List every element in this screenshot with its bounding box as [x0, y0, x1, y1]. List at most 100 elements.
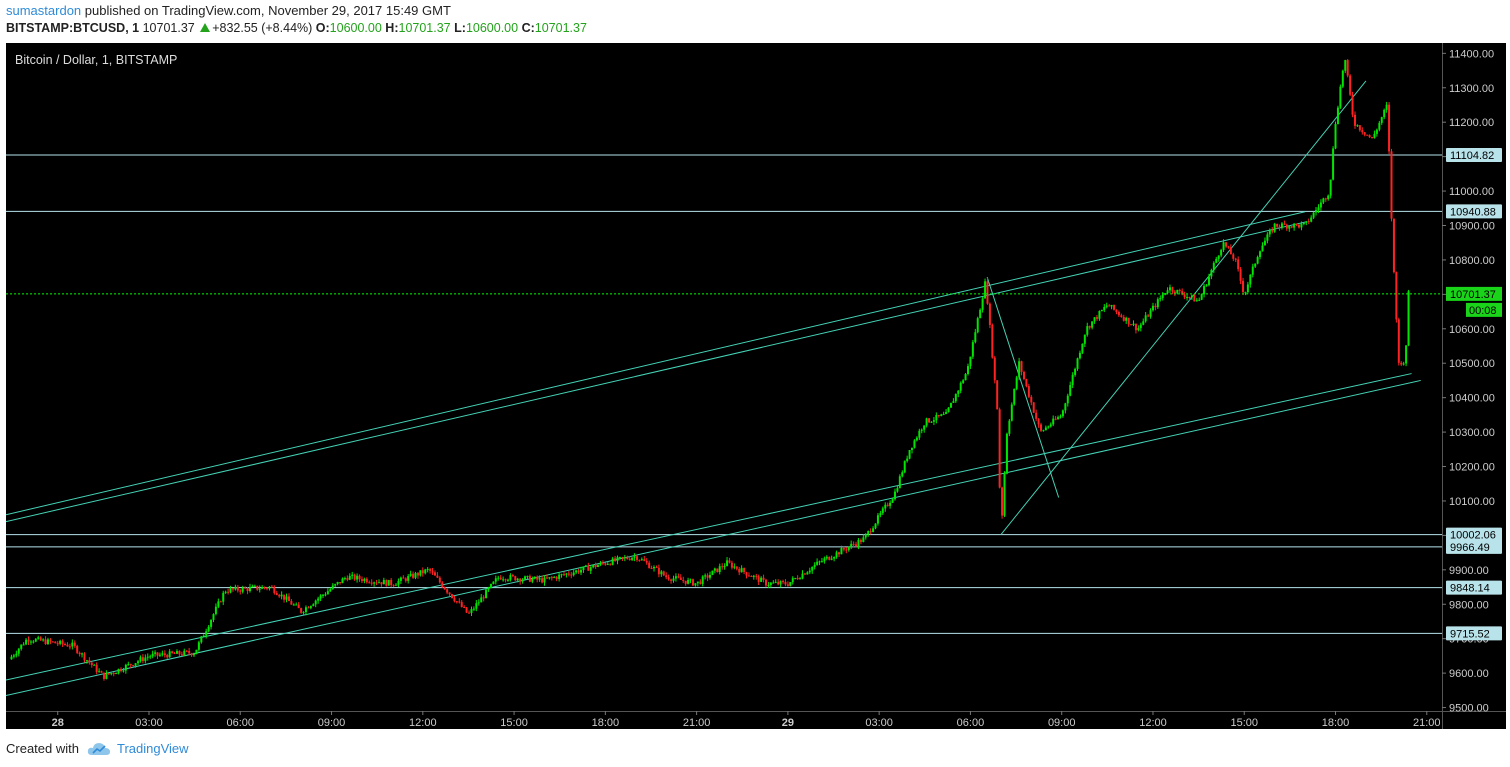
candle-body [928, 418, 931, 423]
candle-body [521, 579, 524, 582]
candle-body [1008, 420, 1011, 434]
candle-body [120, 668, 123, 672]
candle-body [1032, 402, 1035, 413]
candle-body [107, 673, 110, 675]
candle-body [962, 380, 965, 383]
tradingview-link[interactable]: TradingView [116, 741, 189, 756]
chart-panel[interactable]: Bitcoin / Dollar, 1, BITSTAMP 9500.00 9600… [6, 43, 1506, 729]
x-tick-label: 09:00 [1048, 717, 1076, 729]
candle-body [270, 586, 273, 588]
candle-body [1127, 317, 1130, 325]
last-price-label: 10701.37 [1450, 289, 1496, 301]
candle-body [37, 637, 40, 639]
candle-body [1120, 315, 1123, 317]
author-link[interactable]: sumastardon [6, 3, 82, 18]
candle-body [1049, 424, 1052, 427]
candle-body [166, 655, 169, 658]
candle-body [377, 582, 380, 584]
candle-body [453, 597, 456, 602]
candle-body [224, 591, 227, 593]
candle-body [494, 578, 497, 582]
candle-body [1130, 324, 1133, 326]
candle-body [1368, 135, 1371, 138]
candle-body [1010, 404, 1013, 421]
candle-body [801, 573, 804, 579]
candle-body [382, 580, 385, 585]
x-tick-label: 15:00 [500, 717, 528, 729]
candle-body [562, 574, 565, 576]
candle-body [1132, 323, 1135, 326]
candle-body [560, 574, 563, 576]
candle-body [460, 602, 463, 608]
price-chart[interactable]: Bitcoin / Dollar, 1, BITSTAMP 9500.00 9600… [6, 43, 1506, 729]
candle-body [1271, 230, 1274, 232]
candle-body [51, 641, 54, 643]
candle-body [244, 587, 247, 589]
candle-body [324, 594, 327, 596]
candle-body [1076, 358, 1079, 369]
candle-body [1254, 263, 1257, 267]
candle-body [222, 592, 225, 602]
candle-body [896, 488, 899, 492]
candle-body [200, 636, 203, 643]
candle-body [908, 450, 911, 459]
candle-body [266, 587, 269, 589]
candle-body [993, 357, 996, 381]
candle-body [864, 534, 867, 538]
candle-body [923, 425, 926, 430]
candle-body [302, 612, 305, 614]
published-text: published on TradingView.com, November 2… [81, 3, 451, 18]
candle-body [1025, 379, 1028, 387]
y-tick-label: 11000.00 [1449, 186, 1494, 198]
candle-body [876, 515, 879, 524]
candle-body [448, 592, 451, 595]
candle-body [879, 513, 882, 516]
candle-body [1156, 299, 1159, 308]
x-tick-label: 29 [782, 717, 794, 729]
candle-body [68, 646, 71, 648]
candle-body [618, 557, 621, 559]
candle-body [465, 607, 468, 613]
candle-body [1334, 124, 1337, 149]
candle-body [102, 672, 105, 679]
candle-body [1237, 259, 1240, 270]
candle-body [599, 562, 602, 566]
candle-body [1361, 130, 1364, 133]
candle-body [397, 580, 400, 585]
created-with-text: Created with [6, 741, 79, 756]
x-tick-label: 06:00 [226, 717, 254, 729]
candle-body [506, 579, 509, 581]
candle-body [317, 598, 320, 601]
candle-body [1100, 310, 1103, 312]
candle-body [601, 562, 604, 564]
candle-body [789, 582, 792, 586]
candle-body [278, 594, 281, 597]
candle-body [811, 566, 814, 571]
candle-body [1358, 125, 1361, 131]
candle-body [609, 563, 612, 565]
candle-body [918, 430, 921, 438]
y-tick-label: 10400.00 [1449, 393, 1495, 405]
candle-body [1081, 343, 1084, 353]
candle-body [212, 614, 215, 620]
candle-body [1074, 368, 1077, 375]
candle-body [808, 570, 811, 573]
candle-body [1375, 129, 1378, 134]
y-tick-label: 9600.00 [1449, 668, 1489, 680]
candle-body [516, 578, 519, 581]
candle-body [1047, 426, 1050, 428]
candle-body [966, 366, 969, 375]
candle-body [991, 324, 994, 358]
candle-body [73, 642, 76, 646]
candle-body [1388, 104, 1391, 152]
candle-body [497, 577, 500, 579]
candle-body [1144, 315, 1147, 322]
candle-body [1322, 198, 1325, 203]
x-tick-label: 06:00 [957, 717, 985, 729]
candle-body [587, 565, 590, 571]
candle-body [387, 579, 390, 586]
candle-body [648, 562, 651, 569]
y-tick-label: 10900.00 [1449, 220, 1495, 232]
open-label: O: [315, 21, 330, 35]
candle-body [1069, 385, 1072, 396]
